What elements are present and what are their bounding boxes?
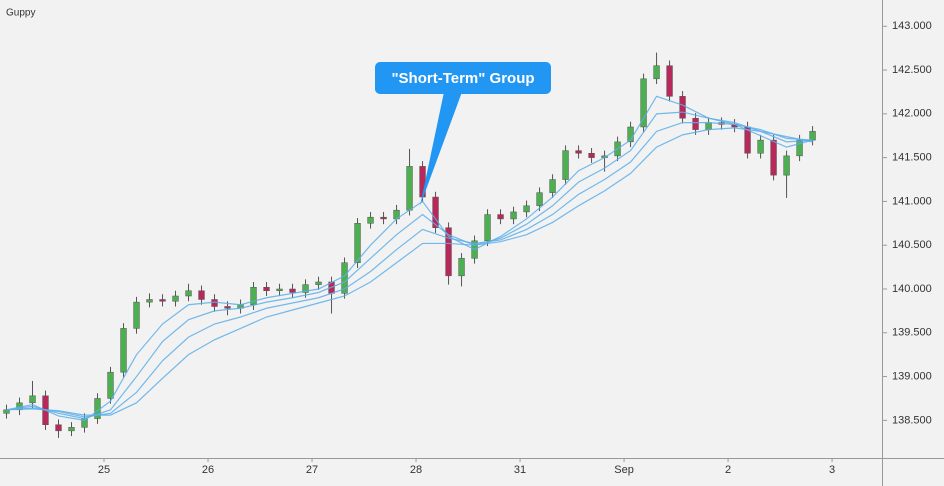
y-tick-label: 143.000: [892, 20, 932, 32]
candle-body: [653, 65, 660, 80]
candle-body: [510, 211, 517, 220]
candle-body: [107, 371, 114, 399]
candle-body: [159, 299, 166, 302]
candle-body: [562, 150, 569, 180]
candle-body: [783, 155, 790, 176]
candle-body: [692, 117, 699, 130]
candle-body: [341, 262, 348, 294]
candle-body: [302, 284, 309, 293]
x-tick-label: 28: [410, 464, 422, 476]
candle-body: [315, 281, 322, 285]
candle-body: [588, 153, 595, 158]
x-tick-label: 25: [98, 464, 110, 476]
x-tick-label: 2: [725, 464, 731, 476]
candle-body: [705, 122, 712, 130]
candle-body: [679, 96, 686, 119]
candle-body: [549, 179, 556, 193]
candle-body: [367, 216, 374, 224]
candle-body: [185, 290, 192, 297]
candle-body: [29, 395, 36, 404]
candle-body: [458, 258, 465, 277]
x-tick-label: 26: [202, 464, 214, 476]
candle-body: [666, 65, 673, 97]
candle-body: [120, 328, 127, 373]
callout: "Short-Term" Group: [375, 62, 551, 206]
y-tick-label: 138.500: [892, 414, 932, 426]
candle-body: [757, 139, 764, 154]
y-tick-label: 141.500: [892, 152, 932, 164]
candle-body: [640, 78, 647, 128]
moving-average-line: [6, 111, 813, 420]
candle-body: [809, 131, 816, 141]
candle-body: [172, 295, 179, 302]
y-tick-label: 139.000: [892, 370, 932, 382]
moving-average-line: [6, 127, 813, 416]
y-tick-label: 142.500: [892, 64, 932, 76]
candle-body: [198, 290, 205, 300]
callout-text: "Short-Term" Group: [391, 70, 534, 87]
callout-box: [375, 62, 551, 94]
candle-body: [432, 196, 439, 228]
candle-body: [523, 205, 530, 213]
candle-body: [770, 139, 777, 176]
candle-body: [263, 286, 270, 291]
candle-body: [354, 223, 361, 263]
chart-title: Guppy: [6, 8, 35, 19]
candle-body: [55, 424, 62, 432]
candle-body: [146, 299, 153, 303]
candle-body: [133, 301, 140, 329]
candle-body: [536, 192, 543, 207]
plot-area: [3, 52, 816, 438]
candle-body: [224, 306, 231, 309]
x-tick-label: 3: [829, 464, 835, 476]
candle-body: [211, 299, 218, 307]
candle-body: [484, 214, 491, 242]
y-tick-label: 139.500: [892, 327, 932, 339]
moving-average-line: [6, 122, 813, 418]
candle-body: [575, 150, 582, 154]
candle-body: [68, 427, 75, 432]
y-tick-label: 140.500: [892, 239, 932, 251]
x-tick-label: Sep: [614, 464, 634, 476]
callout-pointer: [420, 92, 462, 206]
y-tick-label: 142.000: [892, 108, 932, 120]
candle-body: [796, 139, 803, 157]
candle-body: [380, 216, 387, 220]
y-tick-label: 140.000: [892, 283, 932, 295]
x-tick-label: 31: [514, 464, 526, 476]
candle-body: [276, 288, 283, 291]
x-tick-label: 27: [306, 464, 318, 476]
candle-body: [289, 288, 296, 293]
y-tick-label: 141.000: [892, 195, 932, 207]
candle-body: [445, 227, 452, 277]
moving-average-line: [6, 95, 813, 421]
candle-body: [406, 166, 413, 211]
candle-body: [497, 214, 504, 220]
